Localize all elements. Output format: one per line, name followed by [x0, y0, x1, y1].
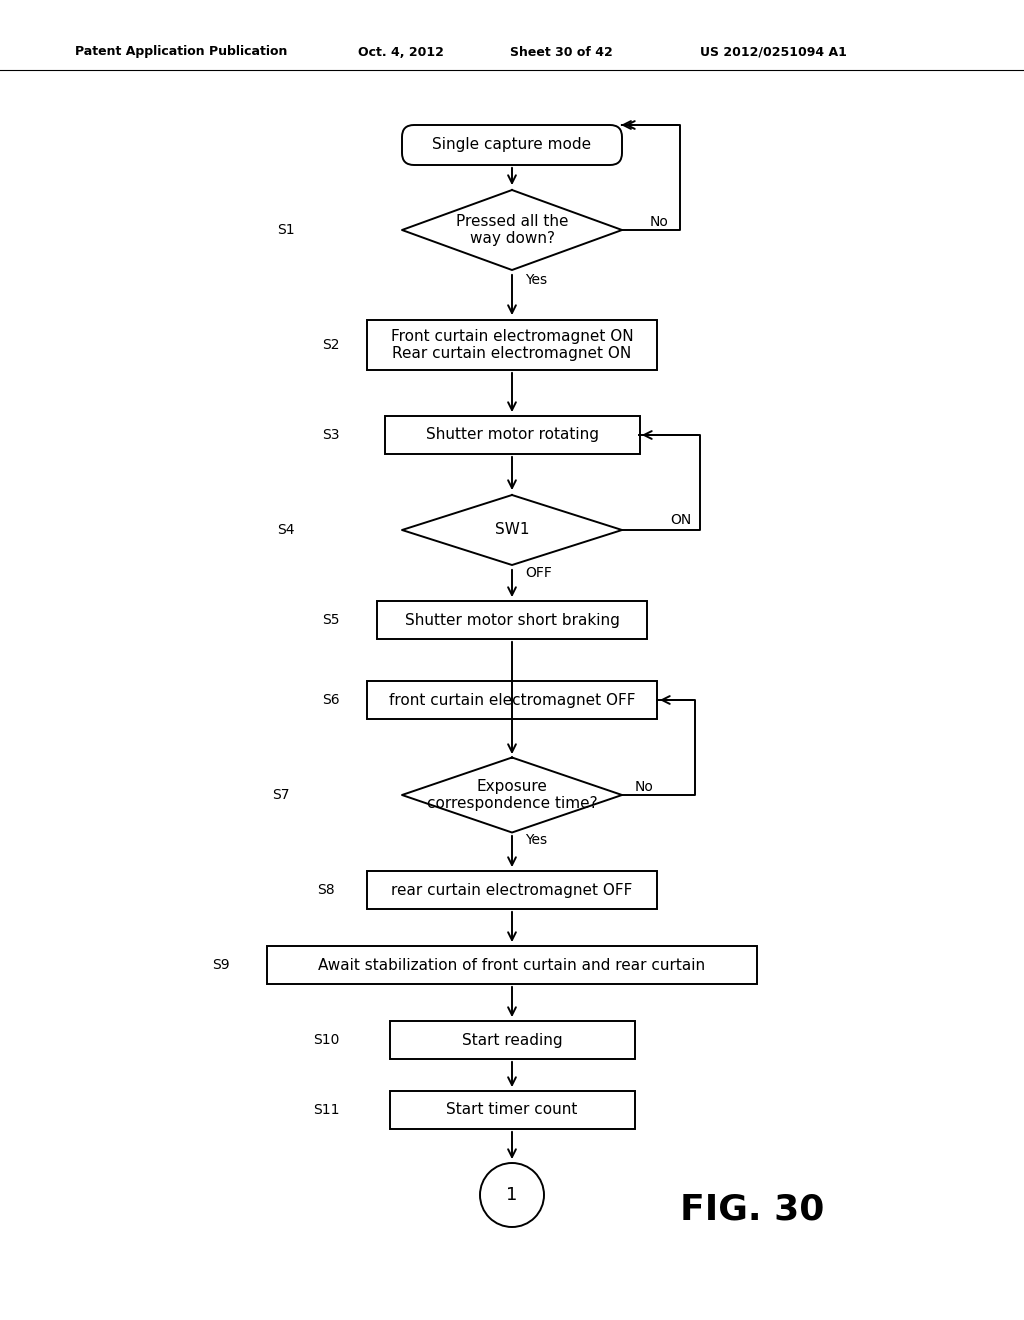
Text: Oct. 4, 2012: Oct. 4, 2012	[358, 45, 443, 58]
Polygon shape	[402, 758, 622, 833]
Text: 1: 1	[506, 1185, 518, 1204]
Bar	[389, 1020, 635, 1059]
Text: Yes: Yes	[525, 273, 547, 286]
Bar	[389, 1092, 635, 1129]
Text: Await stabilization of front curtain and rear curtain: Await stabilization of front curtain and…	[318, 957, 706, 973]
Text: S5: S5	[323, 612, 340, 627]
Bar	[367, 319, 657, 370]
Text: S4: S4	[278, 523, 295, 537]
Bar	[367, 871, 657, 909]
Text: ON: ON	[670, 513, 691, 527]
Text: Shutter motor short braking: Shutter motor short braking	[404, 612, 620, 627]
Text: front curtain electromagnet OFF: front curtain electromagnet OFF	[389, 693, 635, 708]
Text: Front curtain electromagnet ON
Rear curtain electromagnet ON: Front curtain electromagnet ON Rear curt…	[391, 329, 633, 362]
Text: SW1: SW1	[495, 523, 529, 537]
Text: No: No	[635, 780, 654, 795]
Polygon shape	[402, 190, 622, 271]
Text: Single capture mode: Single capture mode	[432, 137, 592, 153]
Text: S3: S3	[323, 428, 340, 442]
Text: Yes: Yes	[525, 833, 547, 847]
Text: S9: S9	[212, 958, 230, 972]
Bar	[267, 946, 757, 983]
Text: Sheet 30 of 42: Sheet 30 of 42	[510, 45, 612, 58]
Text: OFF: OFF	[525, 566, 552, 579]
Text: S6: S6	[323, 693, 340, 708]
Bar	[377, 601, 647, 639]
Text: US 2012/0251094 A1: US 2012/0251094 A1	[700, 45, 847, 58]
Text: Start timer count: Start timer count	[446, 1102, 578, 1118]
Text: Exposure
correspondence time?: Exposure correspondence time?	[427, 779, 597, 812]
Text: S11: S11	[313, 1104, 340, 1117]
Text: S10: S10	[313, 1034, 340, 1047]
Text: FIG. 30: FIG. 30	[680, 1193, 824, 1228]
Text: Pressed all the
way down?: Pressed all the way down?	[456, 214, 568, 247]
Text: S8: S8	[317, 883, 335, 898]
FancyBboxPatch shape	[402, 125, 622, 165]
Text: Start reading: Start reading	[462, 1032, 562, 1048]
Text: Patent Application Publication: Patent Application Publication	[75, 45, 288, 58]
Text: S7: S7	[272, 788, 290, 803]
Bar	[384, 416, 640, 454]
Text: No: No	[650, 215, 669, 228]
Circle shape	[480, 1163, 544, 1228]
Polygon shape	[402, 495, 622, 565]
Bar	[367, 681, 657, 719]
Text: S1: S1	[278, 223, 295, 238]
Text: rear curtain electromagnet OFF: rear curtain electromagnet OFF	[391, 883, 633, 898]
Text: S2: S2	[323, 338, 340, 352]
Text: Shutter motor rotating: Shutter motor rotating	[426, 428, 598, 442]
